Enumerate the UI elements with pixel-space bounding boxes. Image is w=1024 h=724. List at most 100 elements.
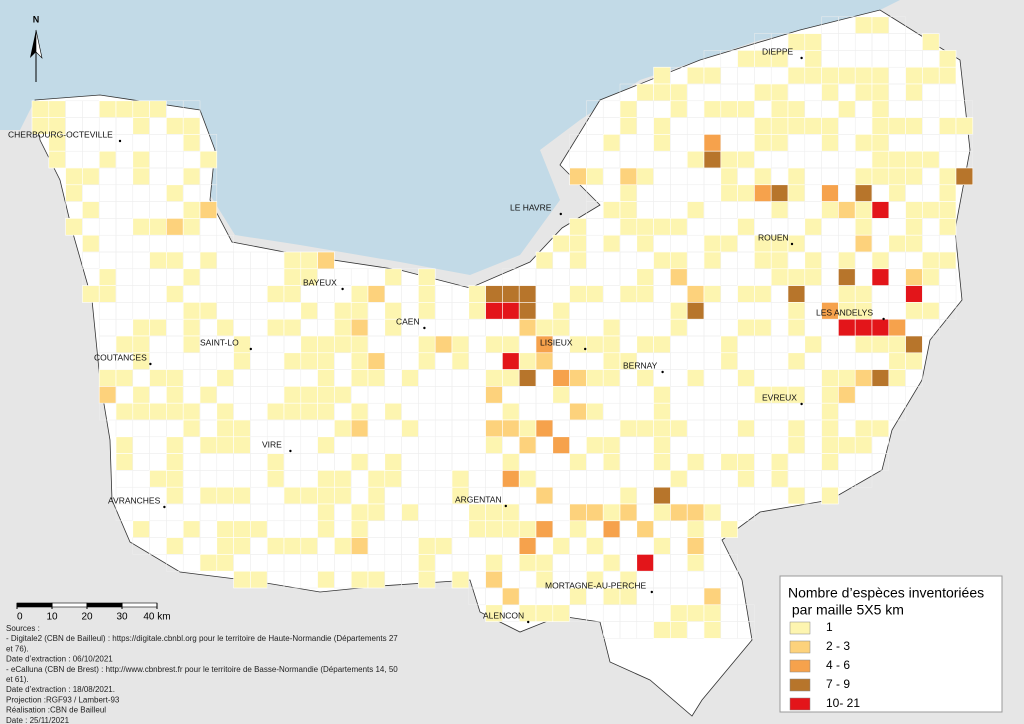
- grid-cell: [384, 453, 402, 471]
- grid-cell: [182, 402, 201, 421]
- grid-cell: [233, 352, 251, 370]
- grid-cell: [115, 369, 134, 387]
- grid-cell: [905, 335, 923, 354]
- grid-cell: [552, 436, 570, 454]
- grid-cell: [703, 587, 722, 606]
- coast-land: [0, 260, 60, 540]
- grid-cell: [98, 386, 117, 404]
- grid-cell: [569, 218, 587, 236]
- grid-cell: [317, 352, 335, 370]
- grid-cell: [636, 234, 654, 253]
- grid-cell: [619, 117, 638, 135]
- grid-cell: [888, 184, 906, 202]
- grid-cell: [350, 570, 369, 589]
- grid-cell: [754, 251, 772, 270]
- grid-cell: [619, 201, 638, 219]
- grid-cell: [586, 285, 604, 303]
- grid-cell: [737, 419, 755, 438]
- grid-cell: [888, 369, 906, 387]
- grid-cell: [787, 234, 806, 253]
- grid-cell: [149, 369, 167, 387]
- grid-cell: [854, 419, 873, 438]
- grid-cell: [98, 150, 117, 169]
- grid-cell: [552, 386, 570, 404]
- grid-cell: [166, 436, 184, 454]
- grid-cell: [300, 251, 318, 270]
- grid-cell: [922, 66, 940, 85]
- grid-cell: [182, 520, 201, 538]
- grid-cell: [737, 218, 755, 236]
- legend-swatch: [789, 640, 811, 654]
- grid-cell: [636, 83, 654, 102]
- city-label: CAEN: [396, 316, 420, 326]
- grid-cell: [888, 352, 906, 370]
- grid-cell: [300, 386, 318, 404]
- legend-box: [779, 575, 1003, 713]
- grid-cell: [653, 386, 671, 404]
- grid-cell: [98, 100, 117, 118]
- grid-cell: [132, 150, 150, 169]
- grid-cell: [48, 150, 66, 169]
- grid-cell: [670, 419, 688, 438]
- grid-cell: [787, 66, 806, 85]
- grid-cell: [804, 268, 822, 286]
- scale-segment: [16, 602, 53, 608]
- grid-cell: [115, 402, 134, 421]
- grid-cell: [703, 234, 722, 253]
- grid-cell: [216, 369, 234, 387]
- grid-cell: [216, 520, 234, 538]
- grid-cell: [854, 335, 873, 354]
- legend-swatch: [789, 697, 811, 711]
- grid-cell: [535, 554, 554, 572]
- grid-cell: [98, 285, 117, 303]
- scale-segment: [121, 602, 158, 608]
- empty-cell: [737, 503, 755, 522]
- grid-cell: [502, 402, 520, 421]
- grid-cell: [804, 251, 822, 270]
- grid-cell: [485, 554, 503, 572]
- grid-cell: [199, 302, 218, 320]
- source-line: et 61).: [6, 675, 29, 684]
- scale-segment: [86, 602, 123, 608]
- grid-cell: [938, 251, 957, 270]
- grid-cell: [854, 218, 873, 236]
- grid-cell: [686, 150, 705, 169]
- grid-cell: [502, 453, 520, 471]
- grid-cell: [804, 117, 822, 135]
- grid-cell: [703, 285, 722, 303]
- grid-cell: [518, 419, 537, 438]
- scale-label: 30: [116, 612, 128, 623]
- grid-cell: [821, 386, 839, 404]
- grid-cell: [569, 503, 587, 522]
- grid-cell: [804, 33, 822, 51]
- grid-cell: [905, 167, 923, 186]
- grid-cell: [132, 520, 150, 538]
- grid-cell: [468, 520, 486, 538]
- grid-cell: [300, 402, 318, 421]
- grid-cell: [653, 419, 671, 438]
- grid-cell: [653, 621, 671, 639]
- grid-cell: [653, 83, 671, 102]
- grid-cell: [854, 134, 873, 152]
- grid-cell: [367, 352, 386, 370]
- grid-cell: [132, 386, 150, 404]
- grid-cell: [367, 470, 386, 488]
- grid-cell: [485, 386, 503, 404]
- grid-cell: [182, 335, 201, 354]
- grid-cell: [854, 66, 873, 85]
- grid-cell: [82, 167, 100, 186]
- city-label: LES ANDELYS: [816, 307, 873, 317]
- scale-segment: [51, 602, 88, 608]
- grid-cell: [535, 318, 554, 337]
- grid-cell: [619, 503, 638, 522]
- grid-cell: [770, 251, 789, 270]
- grid-cell: [938, 66, 957, 85]
- grid-cell: [233, 419, 251, 438]
- city-label: BAYEUX: [303, 277, 337, 287]
- grid-cell: [602, 587, 621, 606]
- grid-cell: [317, 503, 335, 522]
- grid-cell: [854, 83, 873, 102]
- grid-cell: [82, 285, 100, 303]
- grid-cell: [266, 537, 285, 555]
- grid-cell: [401, 503, 419, 522]
